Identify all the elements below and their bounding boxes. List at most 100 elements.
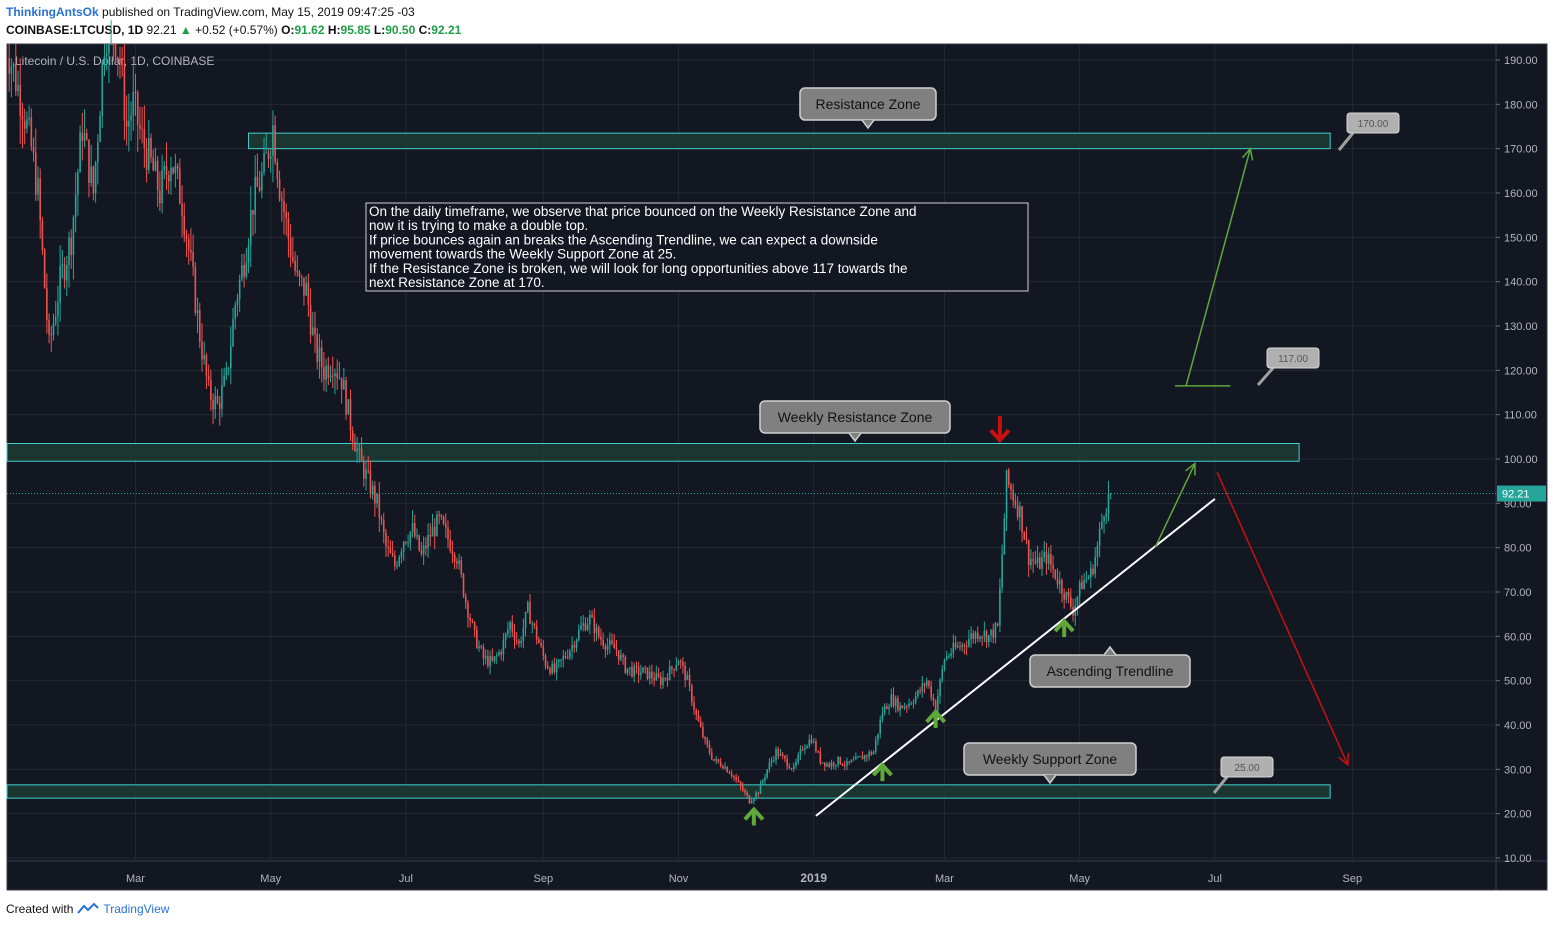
- analysis-note-line: If price bounces again an breaks the Asc…: [369, 232, 878, 247]
- candle-body: [292, 257, 294, 261]
- candle-body: [773, 759, 775, 761]
- green-projection-arrow-long-head: [1241, 147, 1254, 161]
- candle-body: [1041, 557, 1043, 569]
- candle-body: [380, 518, 383, 521]
- candle-body: [300, 276, 303, 278]
- candle-body: [540, 643, 542, 646]
- red-projection-arrow[interactable]: [1216, 471, 1349, 766]
- candle-body: [524, 611, 527, 628]
- candle-body: [633, 665, 635, 677]
- price-tag-117[interactable]: [1266, 347, 1320, 369]
- candle-body: [336, 373, 338, 378]
- candle-body: [748, 795, 751, 804]
- candle-body: [345, 380, 347, 415]
- price-tag-170[interactable]: [1346, 112, 1400, 134]
- candle-body: [640, 672, 642, 675]
- candle-body: [245, 262, 248, 277]
- candle-body: [161, 170, 163, 204]
- candle-body: [378, 493, 381, 519]
- tradingview-brand-link[interactable]: TradingView: [103, 902, 170, 916]
- price-axis[interactable]: [1496, 44, 1547, 861]
- candle-body: [999, 587, 1001, 626]
- candle-body: [305, 283, 307, 296]
- candle-body: [1103, 516, 1105, 522]
- candle-body: [28, 117, 30, 120]
- candle-body: [433, 526, 436, 536]
- candle-body: [974, 632, 977, 639]
- candle-body: [637, 666, 640, 675]
- candle-body: [950, 653, 952, 656]
- candle-body: [1067, 591, 1070, 597]
- candle-body: [990, 629, 992, 636]
- green-projection-arrow-short[interactable]: [1154, 463, 1196, 548]
- candle-body: [85, 133, 88, 140]
- price-tag-117-label: 117.00: [1278, 354, 1308, 365]
- candle-body: [826, 763, 828, 767]
- candle-body: [422, 545, 425, 554]
- candle-body: [622, 654, 624, 657]
- candle-body: [628, 667, 631, 669]
- candle-body: [354, 442, 356, 452]
- analysis-note-box[interactable]: [365, 202, 1029, 292]
- candle-body: [43, 249, 46, 288]
- candle-body: [617, 650, 620, 660]
- zone-weekly-resistance-zone[interactable]: [6, 442, 1300, 462]
- time-axis[interactable]: [7, 861, 1547, 890]
- candle-body: [451, 551, 454, 555]
- candle-body: [1058, 580, 1061, 585]
- y-tick-label: 120.00: [1504, 365, 1538, 377]
- candle-body: [165, 165, 168, 175]
- price-tag-25[interactable]: [1220, 756, 1274, 778]
- y-tick-label: 180.00: [1504, 99, 1538, 111]
- candle-body: [112, 44, 115, 45]
- candle-body: [101, 63, 104, 116]
- candle-body: [442, 516, 445, 524]
- candle-body: [48, 319, 50, 335]
- candle-body: [870, 752, 873, 755]
- candle-body: [438, 514, 440, 516]
- candle-body: [906, 706, 908, 708]
- candle-body: [981, 636, 983, 638]
- candle-body: [15, 64, 17, 92]
- author-link[interactable]: ThinkingAntsOk: [6, 5, 99, 19]
- candle-body: [937, 695, 939, 712]
- candle-body: [513, 631, 516, 640]
- candle-body: [1105, 513, 1108, 517]
- candle-body: [839, 756, 842, 764]
- candle-body: [819, 751, 822, 764]
- candle-body: [673, 668, 675, 671]
- zone-resistance-zone[interactable]: [248, 132, 1331, 150]
- green-projection-arrow-long[interactable]: [1185, 148, 1252, 387]
- candle-body: [713, 758, 715, 761]
- zone-weekly-support-zone[interactable]: [6, 784, 1331, 799]
- candle-body: [1019, 506, 1021, 518]
- candle-body: [484, 656, 487, 659]
- tradingview-logo-icon: [77, 902, 100, 914]
- candle-body: [327, 365, 330, 378]
- candle-body: [970, 633, 972, 640]
- candle-body: [23, 120, 26, 129]
- candle-body: [979, 636, 981, 639]
- y-tick-label: 70.00: [1504, 587, 1532, 599]
- open-value: 91.62: [294, 23, 325, 37]
- candle-body: [644, 667, 647, 669]
- candle-body: [624, 656, 627, 673]
- candle-body: [890, 694, 893, 707]
- candle-body: [589, 614, 591, 625]
- candle-body: [770, 760, 773, 763]
- candle-body: [786, 758, 788, 767]
- candle-body: [243, 265, 245, 277]
- candle-body: [509, 622, 511, 630]
- y-tick-label: 50.00: [1504, 676, 1532, 688]
- candle-body: [94, 162, 97, 194]
- candle-body: [766, 769, 768, 777]
- candle-body: [26, 119, 28, 129]
- candle-body: [83, 133, 86, 141]
- candle-body: [167, 174, 170, 182]
- candle-body: [553, 663, 556, 673]
- candle-body: [39, 178, 41, 221]
- candle-body: [320, 347, 323, 368]
- candle-body: [444, 523, 447, 528]
- candle-body: [784, 755, 786, 759]
